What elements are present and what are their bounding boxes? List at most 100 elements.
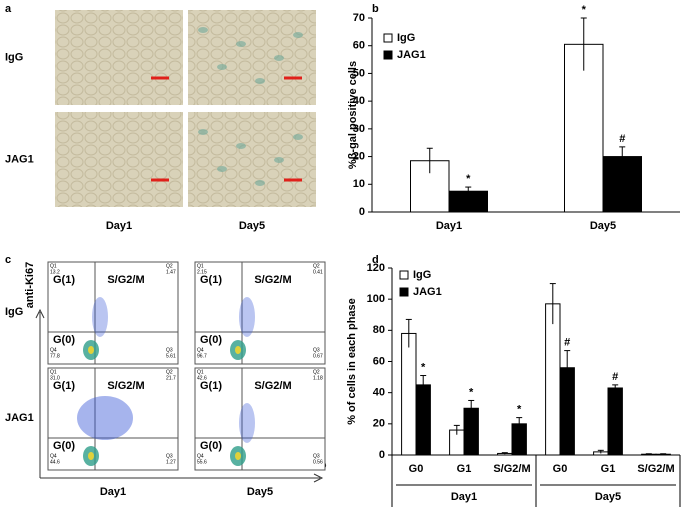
y-tick-label: 50: [353, 67, 365, 79]
stain: [198, 129, 208, 135]
flow-plot: [194, 367, 326, 471]
significance-marker: #: [612, 371, 618, 383]
quadrant-name: S/G2/M: [254, 274, 291, 286]
quadrant-percent: 42.6: [197, 375, 207, 381]
quadrant-percent: 44.6: [50, 459, 60, 465]
cell-cloud: [235, 346, 241, 354]
x-tick-label: G1: [601, 463, 616, 475]
quadrant-id: Q2: [166, 369, 173, 375]
panel-label: c: [5, 254, 11, 266]
stain: [236, 41, 246, 47]
stain: [293, 32, 303, 38]
x-tick-label: G0: [409, 463, 424, 475]
quadrant-percent: 1.18: [313, 375, 323, 381]
y-tick-label: 60: [353, 40, 365, 52]
cell-cloud: [239, 403, 255, 443]
stain: [217, 64, 227, 70]
x-tick-label: S/G2/M: [493, 463, 530, 475]
significance-marker: *: [582, 4, 587, 16]
arrow-head: [35, 308, 45, 319]
quadrant-name: S/G2/M: [107, 380, 144, 392]
quadrant-percent: 21.7: [166, 375, 176, 381]
bar: [545, 303, 561, 456]
quadrant-id: Q1: [50, 369, 57, 375]
arrow-head: [313, 473, 324, 483]
legend-label: JAG1: [397, 49, 426, 61]
quadrant-id: Q2: [313, 263, 320, 269]
quadrant-name: G(1): [53, 380, 75, 392]
row-label: IgG: [5, 306, 23, 318]
quadrant-percent: 31.0: [50, 375, 60, 381]
y-tick-label: 0: [359, 206, 365, 218]
y-tick-label: 80: [373, 324, 385, 336]
quadrant-percent: 2.15: [197, 269, 207, 275]
y-tick-label: 100: [367, 293, 385, 305]
flow-plot: [47, 261, 179, 365]
y-tick-label: 20: [353, 150, 365, 162]
x-tick-label: G0: [553, 463, 568, 475]
column-label: Day1: [100, 486, 126, 498]
x-tick-label: S/G2/M: [637, 463, 674, 475]
quadrant-id: Q4: [50, 347, 57, 353]
quadrant-percent: 0.56: [313, 459, 323, 465]
y-tick-label: 40: [353, 95, 365, 107]
stain: [274, 157, 284, 163]
flow-plot: [194, 261, 326, 365]
axis-label: anti-Ki67: [24, 262, 36, 308]
quadrant-name: G(1): [200, 380, 222, 392]
y-tick-label: 40: [373, 387, 385, 399]
group-label: Day1: [451, 491, 477, 503]
row-label: JAG1: [5, 153, 34, 165]
legend-label: IgG: [397, 32, 415, 44]
panel-label: d: [372, 254, 379, 266]
legend-label: IgG: [413, 269, 431, 281]
quadrant-name: G(0): [200, 334, 222, 346]
quadrant-name: G(1): [53, 274, 75, 286]
quadrant-id: Q1: [197, 263, 204, 269]
quadrant-id: Q1: [50, 263, 57, 269]
cell-cloud: [235, 452, 241, 460]
x-tick-label: Day1: [436, 220, 462, 232]
stain: [274, 55, 284, 61]
significance-marker: *: [469, 386, 474, 398]
quadrant-id: Q4: [197, 347, 204, 353]
stain: [236, 143, 246, 149]
quadrant-id: Q4: [197, 453, 204, 459]
legend-label: JAG1: [413, 286, 442, 298]
quadrant-name: G(0): [200, 440, 222, 452]
column-label: Day5: [247, 486, 273, 498]
significance-marker: *: [466, 173, 471, 185]
legend-swatch: [399, 287, 409, 297]
micrograph: [188, 10, 316, 105]
quadrant-id: Q1: [197, 369, 204, 375]
legend-swatch: [399, 270, 409, 280]
quadrant-name: S/G2/M: [254, 380, 291, 392]
y-axis-label: %β-gal positive cells: [347, 61, 359, 169]
bar: [401, 332, 417, 456]
cell-cloud: [88, 346, 94, 354]
y-tick-label: 60: [373, 355, 385, 367]
stain: [293, 134, 303, 140]
quadrant-id: Q2: [313, 369, 320, 375]
y-tick-label: 20: [373, 418, 385, 430]
quadrant-id: Q3: [166, 453, 173, 459]
micrograph: [55, 112, 183, 207]
quadrant-percent: 0.41: [313, 269, 323, 275]
micrograph: [188, 112, 316, 207]
quadrant-name: G(0): [53, 334, 75, 346]
panel-label: b: [372, 3, 379, 15]
panel-label: a: [5, 3, 12, 15]
quadrant-name: G(1): [200, 274, 222, 286]
y-tick-label: 30: [353, 123, 365, 135]
quadrant-percent: 55.6: [197, 459, 207, 465]
legend-swatch: [383, 50, 393, 60]
y-tick-label: 0: [379, 449, 385, 461]
cell-cloud: [88, 452, 94, 460]
micrograph: [55, 10, 183, 105]
cell-cloud: [77, 396, 133, 440]
significance-marker: *: [421, 361, 426, 373]
quadrant-percent: 13.2: [50, 269, 60, 275]
y-tick-label: 10: [353, 178, 365, 190]
quadrant-name: G(0): [53, 440, 75, 452]
